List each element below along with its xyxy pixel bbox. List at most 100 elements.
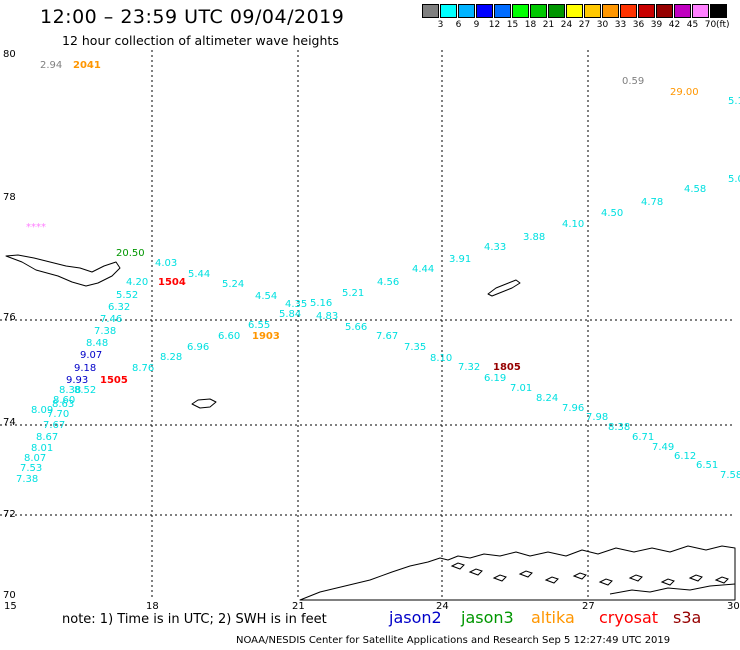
- color-swatch: [548, 4, 565, 18]
- footer-credit: NOAA/NESDIS Center for Satellite Applica…: [236, 635, 671, 646]
- color-swatch: [512, 4, 529, 18]
- wave-height-label: 6.60: [218, 331, 240, 342]
- color-swatch: [440, 4, 457, 18]
- legend-entry-jason3: jason3: [461, 608, 514, 627]
- wave-height-label: 4.56: [377, 277, 399, 288]
- wave-height-label: 6.55: [248, 320, 270, 331]
- wave-height-label: 4.50: [601, 208, 623, 219]
- wave-height-label: 7.53: [20, 463, 42, 474]
- x-tick-label: 21: [292, 601, 305, 612]
- x-tick-label: 30: [727, 601, 740, 612]
- color-scale-label: 27: [578, 20, 591, 30]
- island-outline: [544, 576, 559, 584]
- color-scale-label: 6: [455, 20, 462, 30]
- color-swatch: [656, 4, 673, 18]
- color-scale-label: 30: [596, 20, 609, 30]
- wave-height-label: 8.07: [24, 453, 46, 464]
- wave-height-label: 7.67: [43, 420, 65, 431]
- wave-height-label: ****: [26, 222, 46, 233]
- wave-height-label: 8.52: [74, 385, 96, 396]
- wave-height-label: 5.0: [728, 174, 740, 185]
- color-swatch: [458, 4, 475, 18]
- island-outline: [468, 568, 483, 576]
- wave-height-label: 7.58: [720, 470, 740, 481]
- wave-height-label: 3.91: [449, 254, 471, 265]
- color-swatch: [674, 4, 691, 18]
- color-swatch: [710, 4, 727, 18]
- wave-height-label: 4.44: [412, 264, 434, 275]
- wave-height-label: 0.59: [622, 76, 644, 87]
- wave-height-label: 8.01: [31, 443, 53, 454]
- color-scale-label: 12: [488, 20, 501, 30]
- color-scale-label: 45: [686, 20, 699, 30]
- island-outline: [518, 570, 533, 578]
- wave-height-label: 7.67: [376, 331, 398, 342]
- note-text: note: 1) Time is in UTC; 2) SWH is in fe…: [62, 612, 327, 627]
- wave-height-label: 8.48: [86, 338, 108, 349]
- island-outline: [688, 574, 703, 582]
- x-tick-label: 27: [582, 601, 595, 612]
- color-scale-label: 9: [473, 20, 480, 30]
- wave-height-label: 2.94: [40, 60, 62, 71]
- island-outline: [598, 578, 613, 586]
- wave-height-label: 6.32: [108, 302, 130, 313]
- color-swatch: [566, 4, 583, 18]
- island-outline: [660, 578, 675, 586]
- wave-height-label: 7.46: [100, 314, 122, 325]
- wave-height-label: 8.10: [430, 353, 452, 364]
- wave-height-label: 4.10: [562, 219, 584, 230]
- coastline: [5, 254, 736, 601]
- wave-height-label: 8.38: [59, 385, 81, 396]
- wave-height-label: 29.00: [670, 87, 699, 98]
- color-swatch: [476, 4, 493, 18]
- x-tick-label: 18: [146, 601, 159, 612]
- wave-height-label: 7.96: [562, 403, 584, 414]
- color-scale-label: 36: [632, 20, 645, 30]
- wave-height-label: 6.12: [674, 451, 696, 462]
- y-tick-label: 76: [3, 312, 16, 323]
- color-swatch: [638, 4, 655, 18]
- wave-height-label: 4.03: [155, 258, 177, 269]
- y-tick-label: 80: [3, 49, 16, 60]
- wave-height-label: 8.24: [536, 393, 558, 404]
- x-tick-label: 24: [436, 601, 449, 612]
- wave-height-label: 8.67: [36, 432, 58, 443]
- wave-height-label: 5.24: [222, 279, 244, 290]
- legend-entry-jason2: jason2: [389, 608, 442, 627]
- wave-height-label: 20.50: [116, 248, 145, 259]
- wave-height-label: 7.38: [16, 474, 38, 485]
- x-tick-label: 15: [4, 601, 17, 612]
- coastline-segment: [5, 254, 121, 287]
- satellite-time-label: 1505: [100, 375, 128, 386]
- wave-height-label: 6.96: [187, 342, 209, 353]
- wave-height-label: 9.07: [80, 350, 102, 361]
- wave-height-label: 7.32: [458, 362, 480, 373]
- color-swatch: [584, 4, 601, 18]
- wave-height-label: 9.18: [74, 363, 96, 374]
- color-scale-label: 33: [614, 20, 627, 30]
- wave-height-label: 3.88: [523, 232, 545, 243]
- coastline-segment: [191, 398, 217, 409]
- wave-height-label: 4.83: [316, 311, 338, 322]
- wave-height-label: 8.38: [608, 422, 630, 433]
- color-scale-label: 39: [650, 20, 663, 30]
- color-scale-label: 3: [437, 20, 444, 30]
- wave-height-label: 4.58: [684, 184, 706, 195]
- satellite-time-label: 2041: [73, 60, 101, 71]
- island-outline: [492, 574, 507, 582]
- color-scale-label: 15: [506, 20, 519, 30]
- island-outline: [572, 572, 587, 580]
- wave-height-label: 8.76: [132, 363, 154, 374]
- y-tick-label: 74: [3, 417, 16, 428]
- legend-entry-s3a: s3a: [673, 608, 702, 627]
- island-outline: [628, 574, 643, 582]
- page-title: 12:00 – 23:59 UTC 09/04/2019: [40, 6, 345, 28]
- page-subtitle: 12 hour collection of altimeter wave hei…: [62, 33, 339, 48]
- color-swatch: [692, 4, 709, 18]
- satellite-time-label: 1504: [158, 277, 186, 288]
- wave-height-label: 5.66: [345, 322, 367, 333]
- color-scale-label: 21: [542, 20, 555, 30]
- wave-height-label: 6.19: [484, 373, 506, 384]
